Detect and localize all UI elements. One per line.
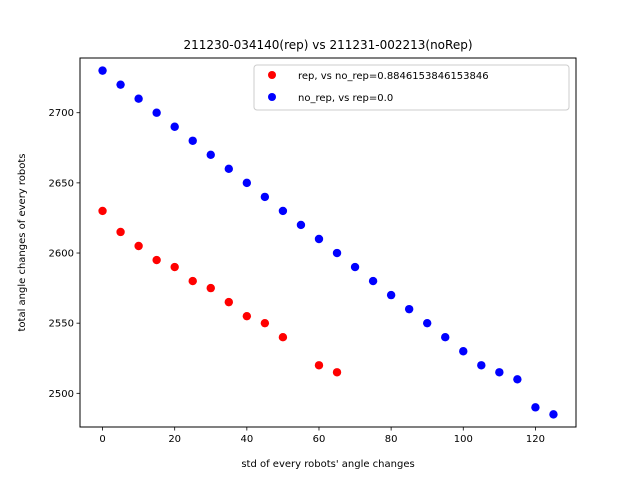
no-rep-data-point [332, 248, 342, 258]
no-rep-data-point [242, 178, 252, 188]
y-tick-label: 2700 [49, 108, 74, 119]
data-points-layer [98, 66, 558, 419]
x-tick-label: 80 [385, 434, 398, 445]
legend-box [253, 64, 570, 111]
no-rep-data-point [206, 150, 215, 160]
no-rep-data-point [531, 403, 540, 412]
no-rep-data-point [386, 290, 396, 300]
no-rep-data-point [513, 375, 522, 384]
no-rep-data-point [459, 347, 468, 356]
no-rep-data-point [441, 333, 450, 342]
rep-data-point [278, 333, 288, 342]
no-rep-data-point [350, 262, 360, 272]
no-rep-data-point [152, 108, 161, 117]
x-axis-ticks: 0 20 40 60 80 100 120 [99, 427, 545, 445]
no-rep-data-point [116, 80, 125, 89]
no-rep-data-point [477, 361, 486, 370]
rep-data-point [224, 297, 233, 307]
no-rep-data-point [98, 66, 107, 75]
no-rep-data-point [278, 206, 288, 216]
y-tick-label: 2500 [49, 389, 74, 400]
no-rep-data-point [368, 276, 378, 286]
x-tick-label: 40 [240, 434, 253, 445]
x-tick-label: 60 [313, 434, 326, 445]
rep-data-point [134, 241, 143, 251]
legend-label-no-rep: no_rep, vs rep=0.0 [298, 93, 393, 104]
rep-data-point [98, 206, 107, 216]
no-rep-data-point [423, 318, 432, 328]
y-axis-ticks: 2500 2550 2600 2650 2700 [49, 108, 80, 400]
x-tick-label: 0 [99, 434, 105, 445]
no-rep-data-point [549, 410, 558, 419]
x-tick-label: 100 [454, 434, 473, 445]
no-rep-data-point [260, 192, 270, 202]
rep-data-point [170, 262, 179, 272]
axes-frame [79, 57, 577, 428]
x-axis-label: std of every robots' angle changes [241, 459, 414, 470]
y-tick-label: 2600 [49, 249, 74, 260]
y-tick-label: 2550 [49, 319, 74, 330]
no-rep-data-point [404, 304, 414, 314]
x-tick-label: 20 [168, 434, 181, 445]
rep-data-point [152, 255, 161, 265]
no-rep-data-point [188, 136, 197, 145]
no-rep-data-point [296, 220, 306, 230]
rep-data-point [314, 361, 324, 370]
y-axis-label: total angle changes of every robots [17, 153, 28, 331]
legend-marker-rep [268, 71, 276, 79]
rep-data-point [206, 283, 215, 293]
no-rep-data-point [495, 368, 504, 377]
x-tick-label: 120 [526, 434, 545, 445]
legend: rep, vs no_rep=0.8846153846153846 no_rep… [253, 64, 570, 111]
chart-title: 211230-034140(rep) vs 211231-002213(noRe… [183, 38, 472, 52]
rep-data-point [116, 227, 125, 237]
rep-data-point [242, 311, 252, 321]
no-rep-data-point [314, 234, 324, 244]
no-rep-data-point [224, 164, 233, 174]
no-rep-data-point [134, 94, 143, 103]
rep-data-point [260, 318, 270, 328]
rep-data-point [188, 276, 197, 286]
legend-marker-no-rep [268, 93, 276, 101]
rep-data-point [332, 368, 342, 377]
y-tick-label: 2650 [49, 178, 74, 189]
legend-label-rep: rep, vs no_rep=0.8846153846153846 [298, 71, 489, 82]
no-rep-data-point [170, 122, 179, 131]
